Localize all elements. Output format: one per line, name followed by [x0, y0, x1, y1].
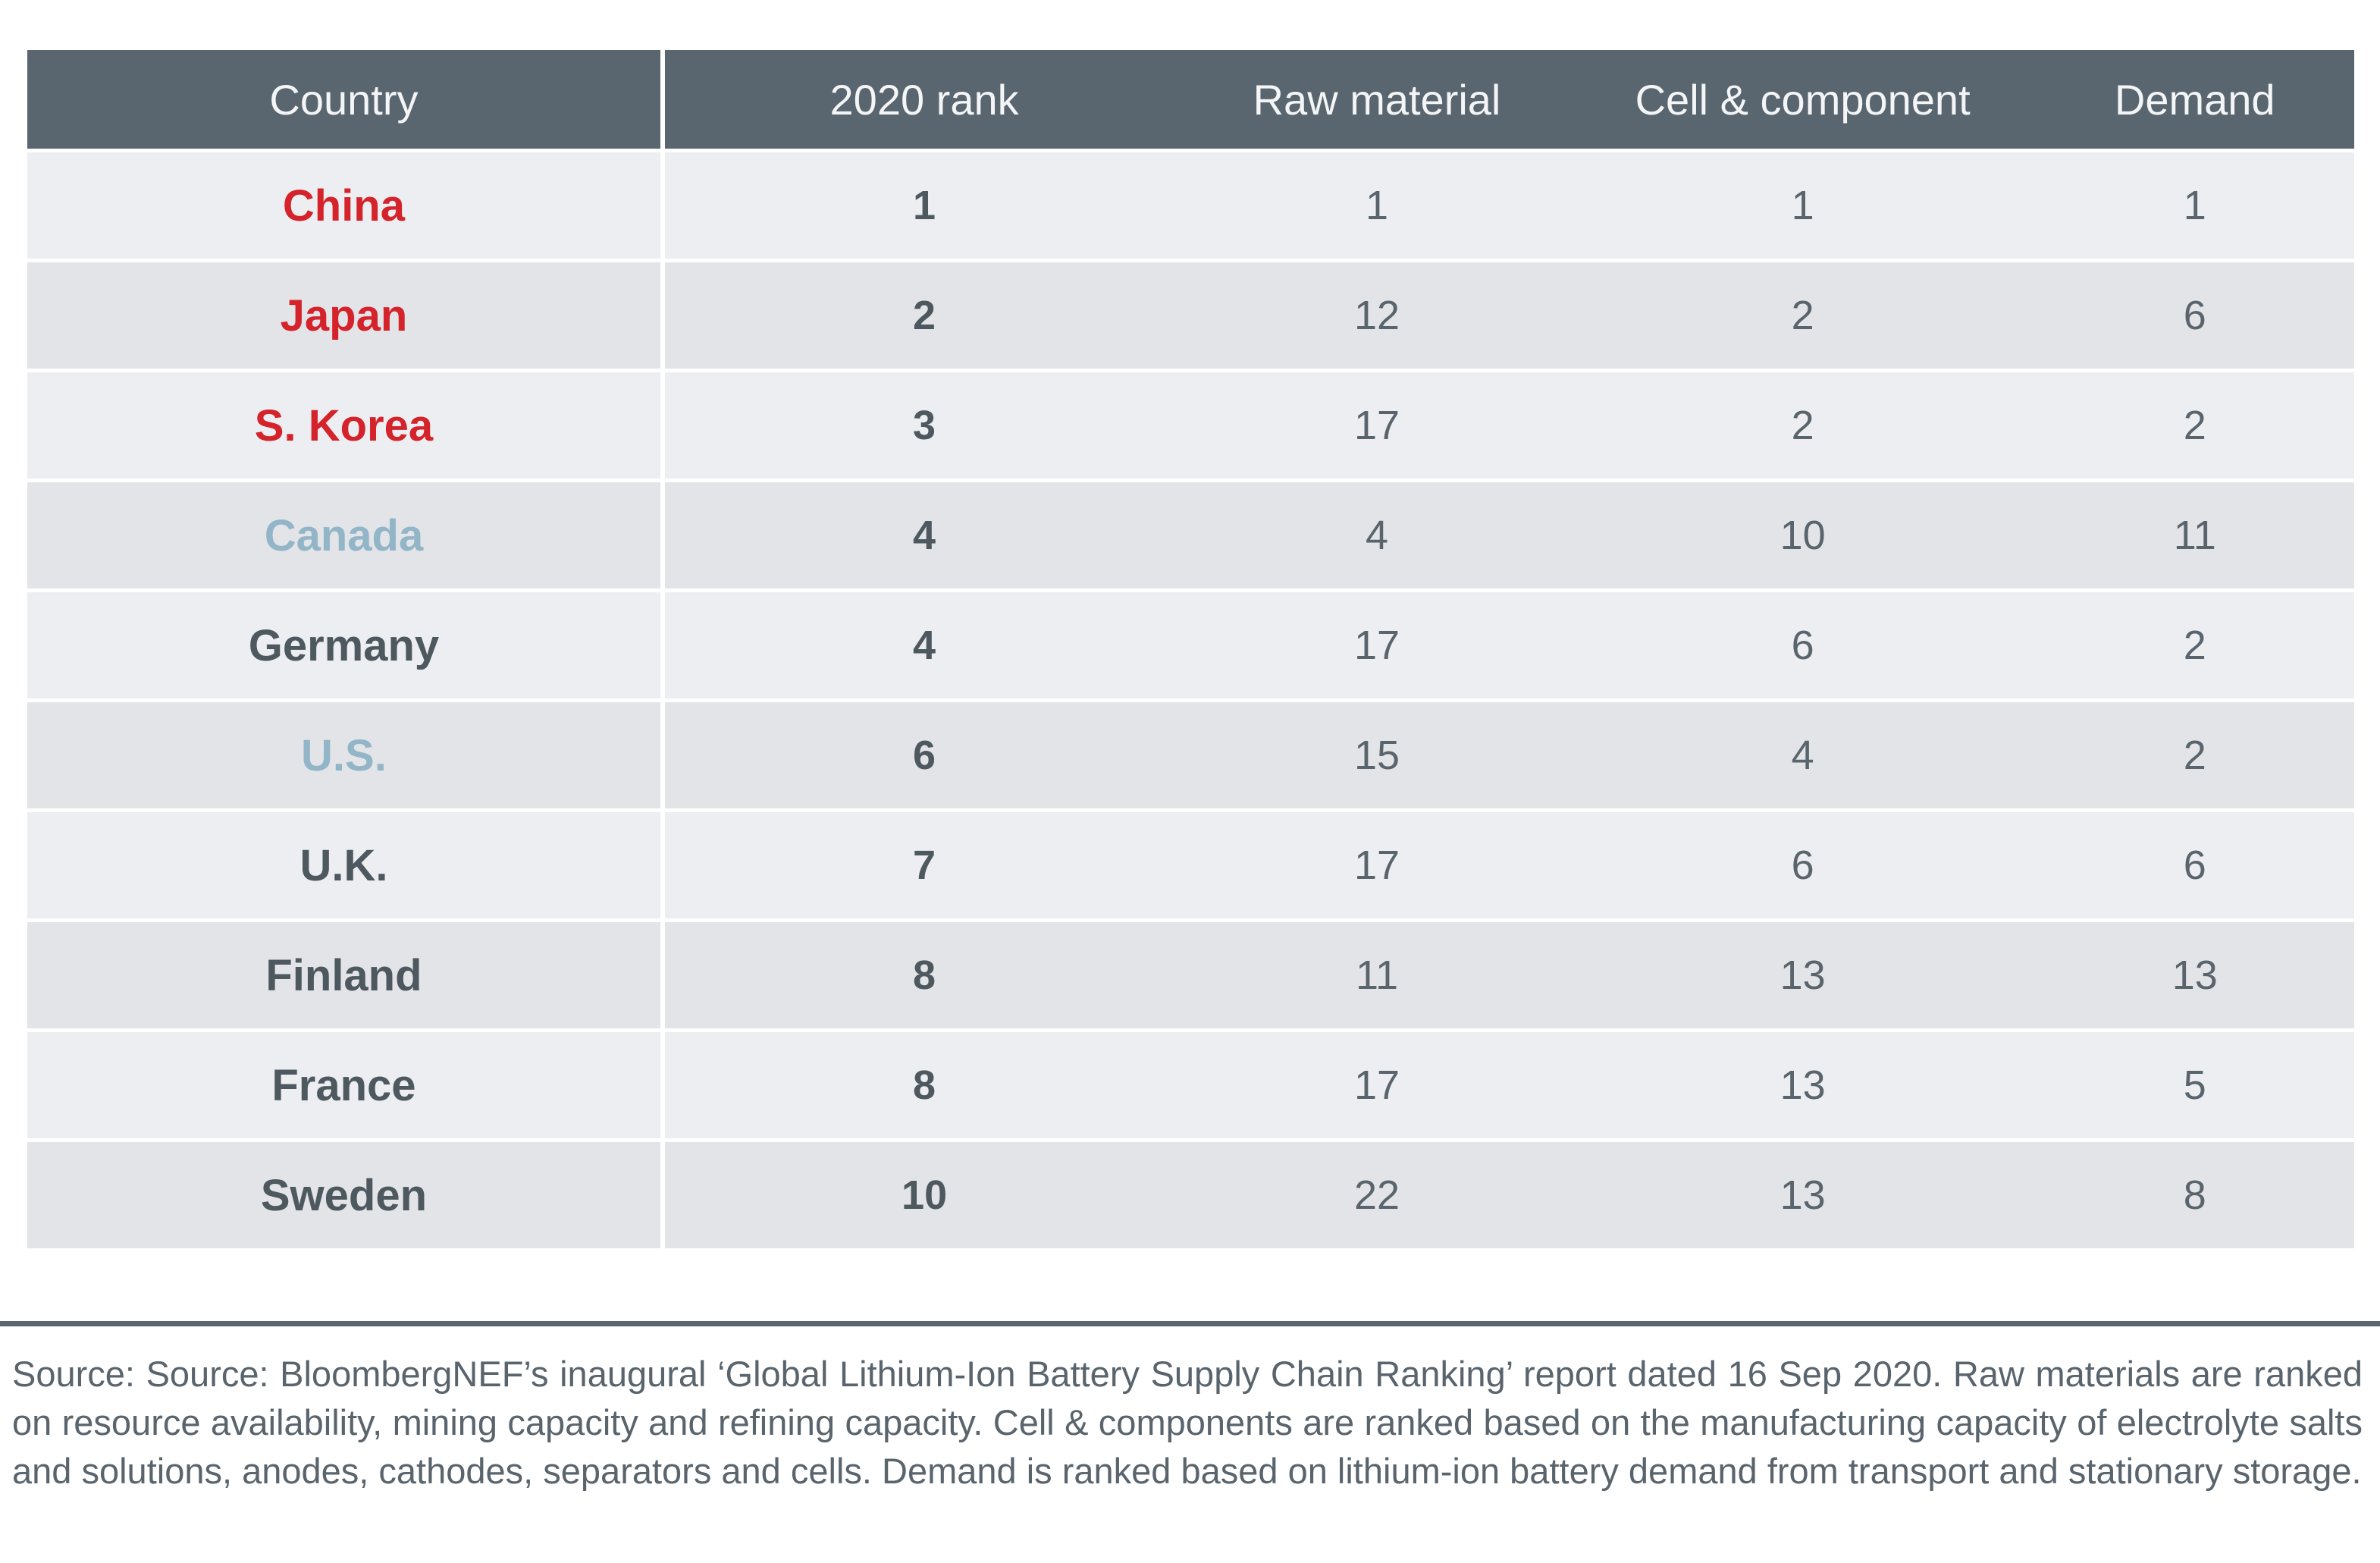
- demand-value: 5: [2035, 1032, 2354, 1138]
- country-name: France: [27, 1032, 665, 1138]
- country-name: China: [27, 152, 665, 259]
- country-name: Canada: [27, 482, 665, 588]
- demand-value: 8: [2035, 1142, 2354, 1248]
- rank-2020-value: 4: [664, 482, 1184, 588]
- table-row: Japan 2 12 2 6: [27, 262, 2354, 369]
- rank-2020-value: 7: [664, 812, 1184, 918]
- raw-material-value: 12: [1184, 262, 1570, 369]
- country-name: Finland: [27, 922, 665, 1028]
- cell-component-value: 13: [1569, 1032, 2036, 1138]
- demand-value: 2: [2035, 372, 2354, 479]
- raw-material-value: 22: [1184, 1142, 1570, 1248]
- column-header-cell-component: Cell & component: [1569, 50, 2036, 149]
- column-header-country: Country: [27, 50, 665, 149]
- cell-component-value: 6: [1569, 592, 2036, 698]
- raw-material-value: 17: [1184, 812, 1570, 918]
- cell-component-value: 10: [1569, 482, 2036, 588]
- table-row: France 8 17 13 5: [27, 1032, 2354, 1138]
- table-row: Germany 4 17 6 2: [27, 592, 2354, 698]
- country-name: Sweden: [27, 1142, 665, 1248]
- demand-value: 2: [2035, 702, 2354, 808]
- source-note: Source: Source: BloombergNEF’s inaugural…: [12, 1354, 2363, 1491]
- cell-component-value: 13: [1569, 922, 2036, 1028]
- ranking-table: Country 2020 rank Raw material Cell & co…: [27, 50, 2354, 1252]
- rank-2020-value: 2: [664, 262, 1184, 369]
- cell-component-value: 13: [1569, 1142, 2036, 1248]
- footer-divider: [0, 1321, 2380, 1326]
- raw-material-value: 17: [1184, 1032, 1570, 1138]
- cell-component-value: 4: [1569, 702, 2036, 808]
- rank-2020-value: 1: [664, 152, 1184, 259]
- raw-material-value: 4: [1184, 482, 1570, 588]
- rank-2020-value: 3: [664, 372, 1184, 479]
- demand-value: 6: [2035, 812, 2354, 918]
- raw-material-value: 17: [1184, 592, 1570, 698]
- column-header-demand: Demand: [2035, 50, 2354, 149]
- cell-component-value: 6: [1569, 812, 2036, 918]
- demand-value: 13: [2035, 922, 2354, 1028]
- table-body: China 1 1 1 1 Japan 2 12 2 6 S. Korea 3 …: [27, 152, 2354, 1248]
- country-name: S. Korea: [27, 372, 665, 479]
- raw-material-value: 1: [1184, 152, 1570, 259]
- demand-value: 1: [2035, 152, 2354, 259]
- demand-value: 11: [2035, 482, 2354, 588]
- raw-material-value: 11: [1184, 922, 1570, 1028]
- table-row: S. Korea 3 17 2 2: [27, 372, 2354, 479]
- rank-2020-value: 6: [664, 702, 1184, 808]
- column-header-2020-rank: 2020 rank: [664, 50, 1184, 149]
- demand-value: 6: [2035, 262, 2354, 369]
- cell-component-value: 1: [1569, 152, 2036, 259]
- demand-value: 2: [2035, 592, 2354, 698]
- raw-material-value: 17: [1184, 372, 1570, 479]
- table-row: Canada 4 4 10 11: [27, 482, 2354, 588]
- country-name: Japan: [27, 262, 665, 369]
- rank-2020-value: 8: [664, 922, 1184, 1028]
- table-row: China 1 1 1 1: [27, 152, 2354, 259]
- raw-material-value: 15: [1184, 702, 1570, 808]
- rank-2020-value: 4: [664, 592, 1184, 698]
- country-name: Germany: [27, 592, 665, 698]
- table-row: Finland 8 11 13 13: [27, 922, 2354, 1028]
- cell-component-value: 2: [1569, 262, 2036, 369]
- table-row: U.K. 7 17 6 6: [27, 812, 2354, 918]
- rank-2020-value: 10: [664, 1142, 1184, 1248]
- table-row: U.S. 6 15 4 2: [27, 702, 2354, 808]
- table-header-row: Country 2020 rank Raw material Cell & co…: [27, 50, 2354, 149]
- country-name: U.K.: [27, 812, 665, 918]
- rank-2020-value: 8: [664, 1032, 1184, 1138]
- table-row: Sweden 10 22 13 8: [27, 1142, 2354, 1248]
- column-header-raw-material: Raw material: [1184, 50, 1570, 149]
- cell-component-value: 2: [1569, 372, 2036, 479]
- country-name: U.S.: [27, 702, 665, 808]
